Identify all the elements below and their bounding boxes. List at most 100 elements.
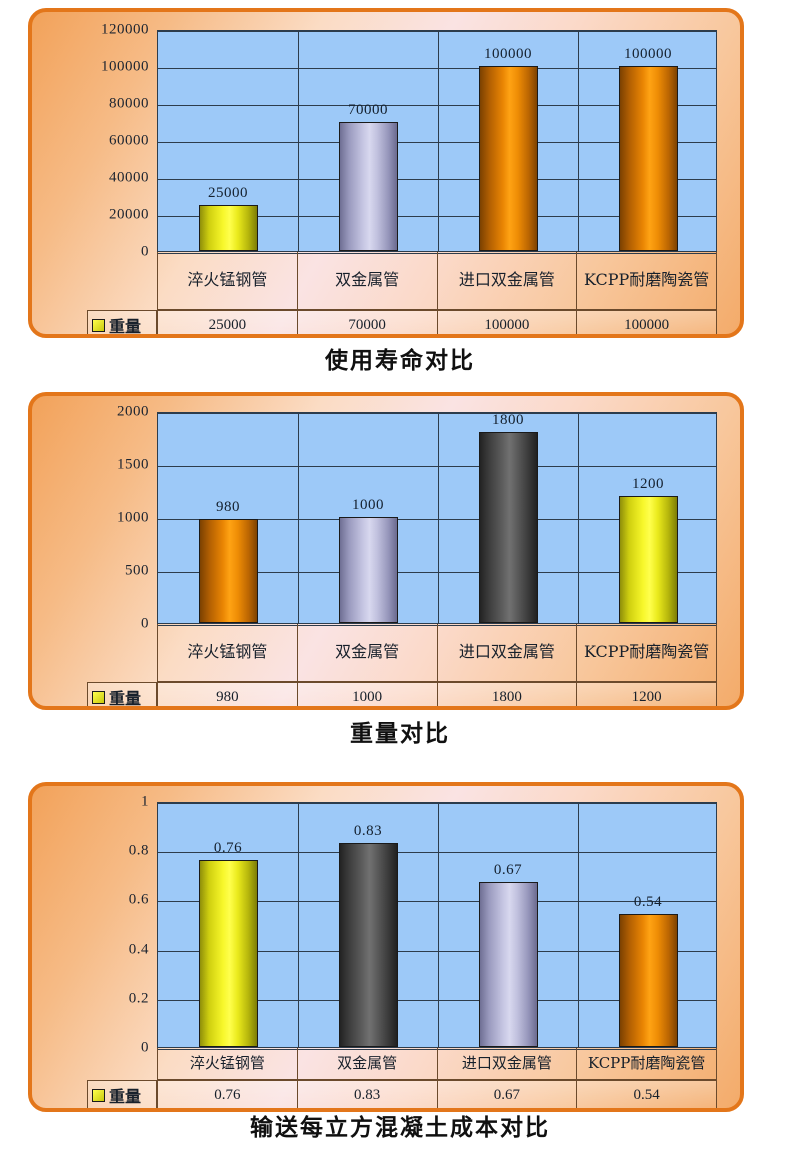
category-row-corner [87, 1048, 157, 1080]
y-axis-tick: 40000 [109, 169, 149, 186]
bar-value-label: 70000 [348, 101, 388, 118]
legend-series-label: 重量 [109, 1087, 142, 1106]
bar [478, 432, 538, 623]
gridline [158, 572, 716, 573]
y-axis-tick: 1500 [117, 456, 149, 473]
y-axis-tick: 1 [141, 793, 149, 810]
category-label: 进口双金属管 [437, 624, 578, 682]
category-label: 双金属管 [297, 252, 438, 310]
category-separator [438, 803, 439, 1047]
gridline [158, 466, 716, 467]
y-axis-tick: 0.2 [128, 990, 149, 1007]
plot-area: 980 1000 1800 1200 [157, 412, 717, 626]
y-axis-tick: 0.8 [128, 842, 149, 859]
bar-value-label: 1000 [352, 497, 384, 513]
gridline [158, 216, 716, 217]
chart-panel: 0 0.2 0.4 0.6 0.8 1 0.76 0.83 0.67 0.54 淬火锰钢管 双金属管进… [28, 782, 744, 1112]
gridline [158, 31, 716, 32]
bar-value-label: 0.83 [353, 822, 383, 839]
bar [478, 66, 538, 251]
plot-wrapper: 0 0.2 0.4 0.6 0.8 1 0.76 0.83 0.67 0.54 淬火锰钢管 双金属管进… [32, 786, 740, 1108]
data-table-cell: 0.54 [577, 1080, 717, 1108]
y-axis-tick: 60000 [109, 132, 149, 149]
category-separator [578, 413, 579, 623]
data-table-cell: 100000 [577, 310, 717, 334]
bar [198, 519, 258, 623]
gridline [158, 413, 716, 414]
y-axis-tick: 80000 [109, 95, 149, 112]
y-axis-tick: 0.4 [128, 941, 149, 958]
bar-value-label: 0.76 [213, 840, 243, 857]
y-axis-tick: 0.6 [128, 891, 149, 908]
bar-value-label: 100000 [484, 46, 532, 62]
plot-area: 25000 70000 100000 100000 [157, 30, 717, 254]
bar [198, 204, 258, 251]
legend-cell: 重量 [87, 310, 157, 336]
gridline [158, 950, 716, 952]
bar-value-label: 1800 [492, 412, 524, 429]
y-axis-tick: 2000 [117, 403, 149, 420]
category-row-corner [87, 624, 157, 682]
gridline [158, 142, 716, 143]
category-separator [298, 31, 299, 251]
category-label: KCPP耐磨陶瓷管 [577, 1048, 717, 1080]
bar [338, 121, 398, 251]
data-table-cell: 980 [157, 682, 298, 706]
category-row: 淬火锰钢管 双金属管 进口双金属管 KCPP耐磨陶瓷管 [87, 624, 717, 682]
bar-value-label: 25000 [208, 184, 248, 201]
chart-block-2: 0 500 1000 1500 2000 980 1000 1800 1200 淬火锰钢管 双金属管… [0, 392, 800, 710]
category-label: 双金属管 [297, 1048, 438, 1080]
plot-wrapper: 0 20000 40000 60000 80000 100000 120000 25000 70… [32, 12, 740, 334]
gridline [158, 852, 716, 854]
y-axis-tick: 1000 [117, 509, 149, 526]
data-table-cell: 1200 [577, 682, 717, 706]
category-separator [298, 413, 299, 623]
bar-value-label: 980 [216, 499, 240, 516]
gridline [158, 803, 716, 804]
category-row: 淬火锰钢管 双金属管 进口双金属管 KCPP耐磨陶瓷管 [87, 1048, 717, 1080]
category-label: 双金属管 [297, 624, 438, 682]
category-separator [298, 803, 299, 1047]
gridline [158, 105, 716, 106]
category-label: 淬火锰钢管 [157, 252, 298, 310]
category-label: KCPP耐磨陶瓷管 [577, 252, 717, 310]
bar [198, 860, 258, 1047]
chart-title: 输送每立方混凝土成本对比 [250, 1114, 550, 1141]
category-row-corner [87, 252, 157, 310]
data-table-row: 重量 25000 70000 100000 100000 [87, 310, 717, 336]
data-table-cell: 1800 [437, 682, 578, 706]
gridline [158, 179, 716, 180]
legend-swatch-icon [92, 318, 105, 332]
data-table-cell: 0.76 [157, 1080, 298, 1108]
legend-swatch-icon [92, 690, 105, 704]
bar [618, 914, 678, 1047]
bar [338, 517, 398, 623]
data-table-cell: 0.83 [297, 1080, 438, 1108]
category-row: 淬火锰钢管 双金属管 进口双金属管 KCPP耐磨陶瓷管 [87, 252, 717, 310]
bar [338, 842, 398, 1047]
category-label: 进口双金属管 [437, 252, 578, 310]
legend-series-label: 重量 [109, 317, 142, 336]
legend-series-label: 重量 [109, 689, 142, 708]
plot-wrapper: 0 500 1000 1500 2000 980 1000 1800 1200 淬火锰钢管 双金属管… [32, 396, 740, 706]
y-axis-tick: 100000 [101, 58, 149, 75]
gridline [158, 68, 716, 69]
bar [618, 66, 678, 251]
category-separator [578, 31, 579, 251]
bar-value-label: 1200 [632, 475, 664, 492]
category-label: KCPP耐磨陶瓷管 [577, 624, 717, 682]
data-table-row: 重量 980 1000 1800 1200 [87, 682, 717, 708]
gridline [158, 519, 716, 520]
y-axis-tick: 20000 [109, 206, 149, 223]
bar-value-label: 100000 [624, 46, 672, 62]
gridline [158, 901, 716, 903]
chart-title: 重量对比 [350, 720, 450, 747]
category-separator [438, 31, 439, 251]
data-table-row: 重量 0.76 0.83 0.67 0.54 [87, 1080, 717, 1108]
chart-block-3: 0 0.2 0.4 0.6 0.8 1 0.76 0.83 0.67 0.54 淬火锰钢管 双金属管进… [0, 782, 800, 1112]
bar-value-label: 0.54 [633, 894, 663, 911]
category-label: 进口双金属管 [437, 1048, 578, 1080]
bar [618, 495, 678, 623]
legend-cell: 重量 [87, 1080, 157, 1108]
